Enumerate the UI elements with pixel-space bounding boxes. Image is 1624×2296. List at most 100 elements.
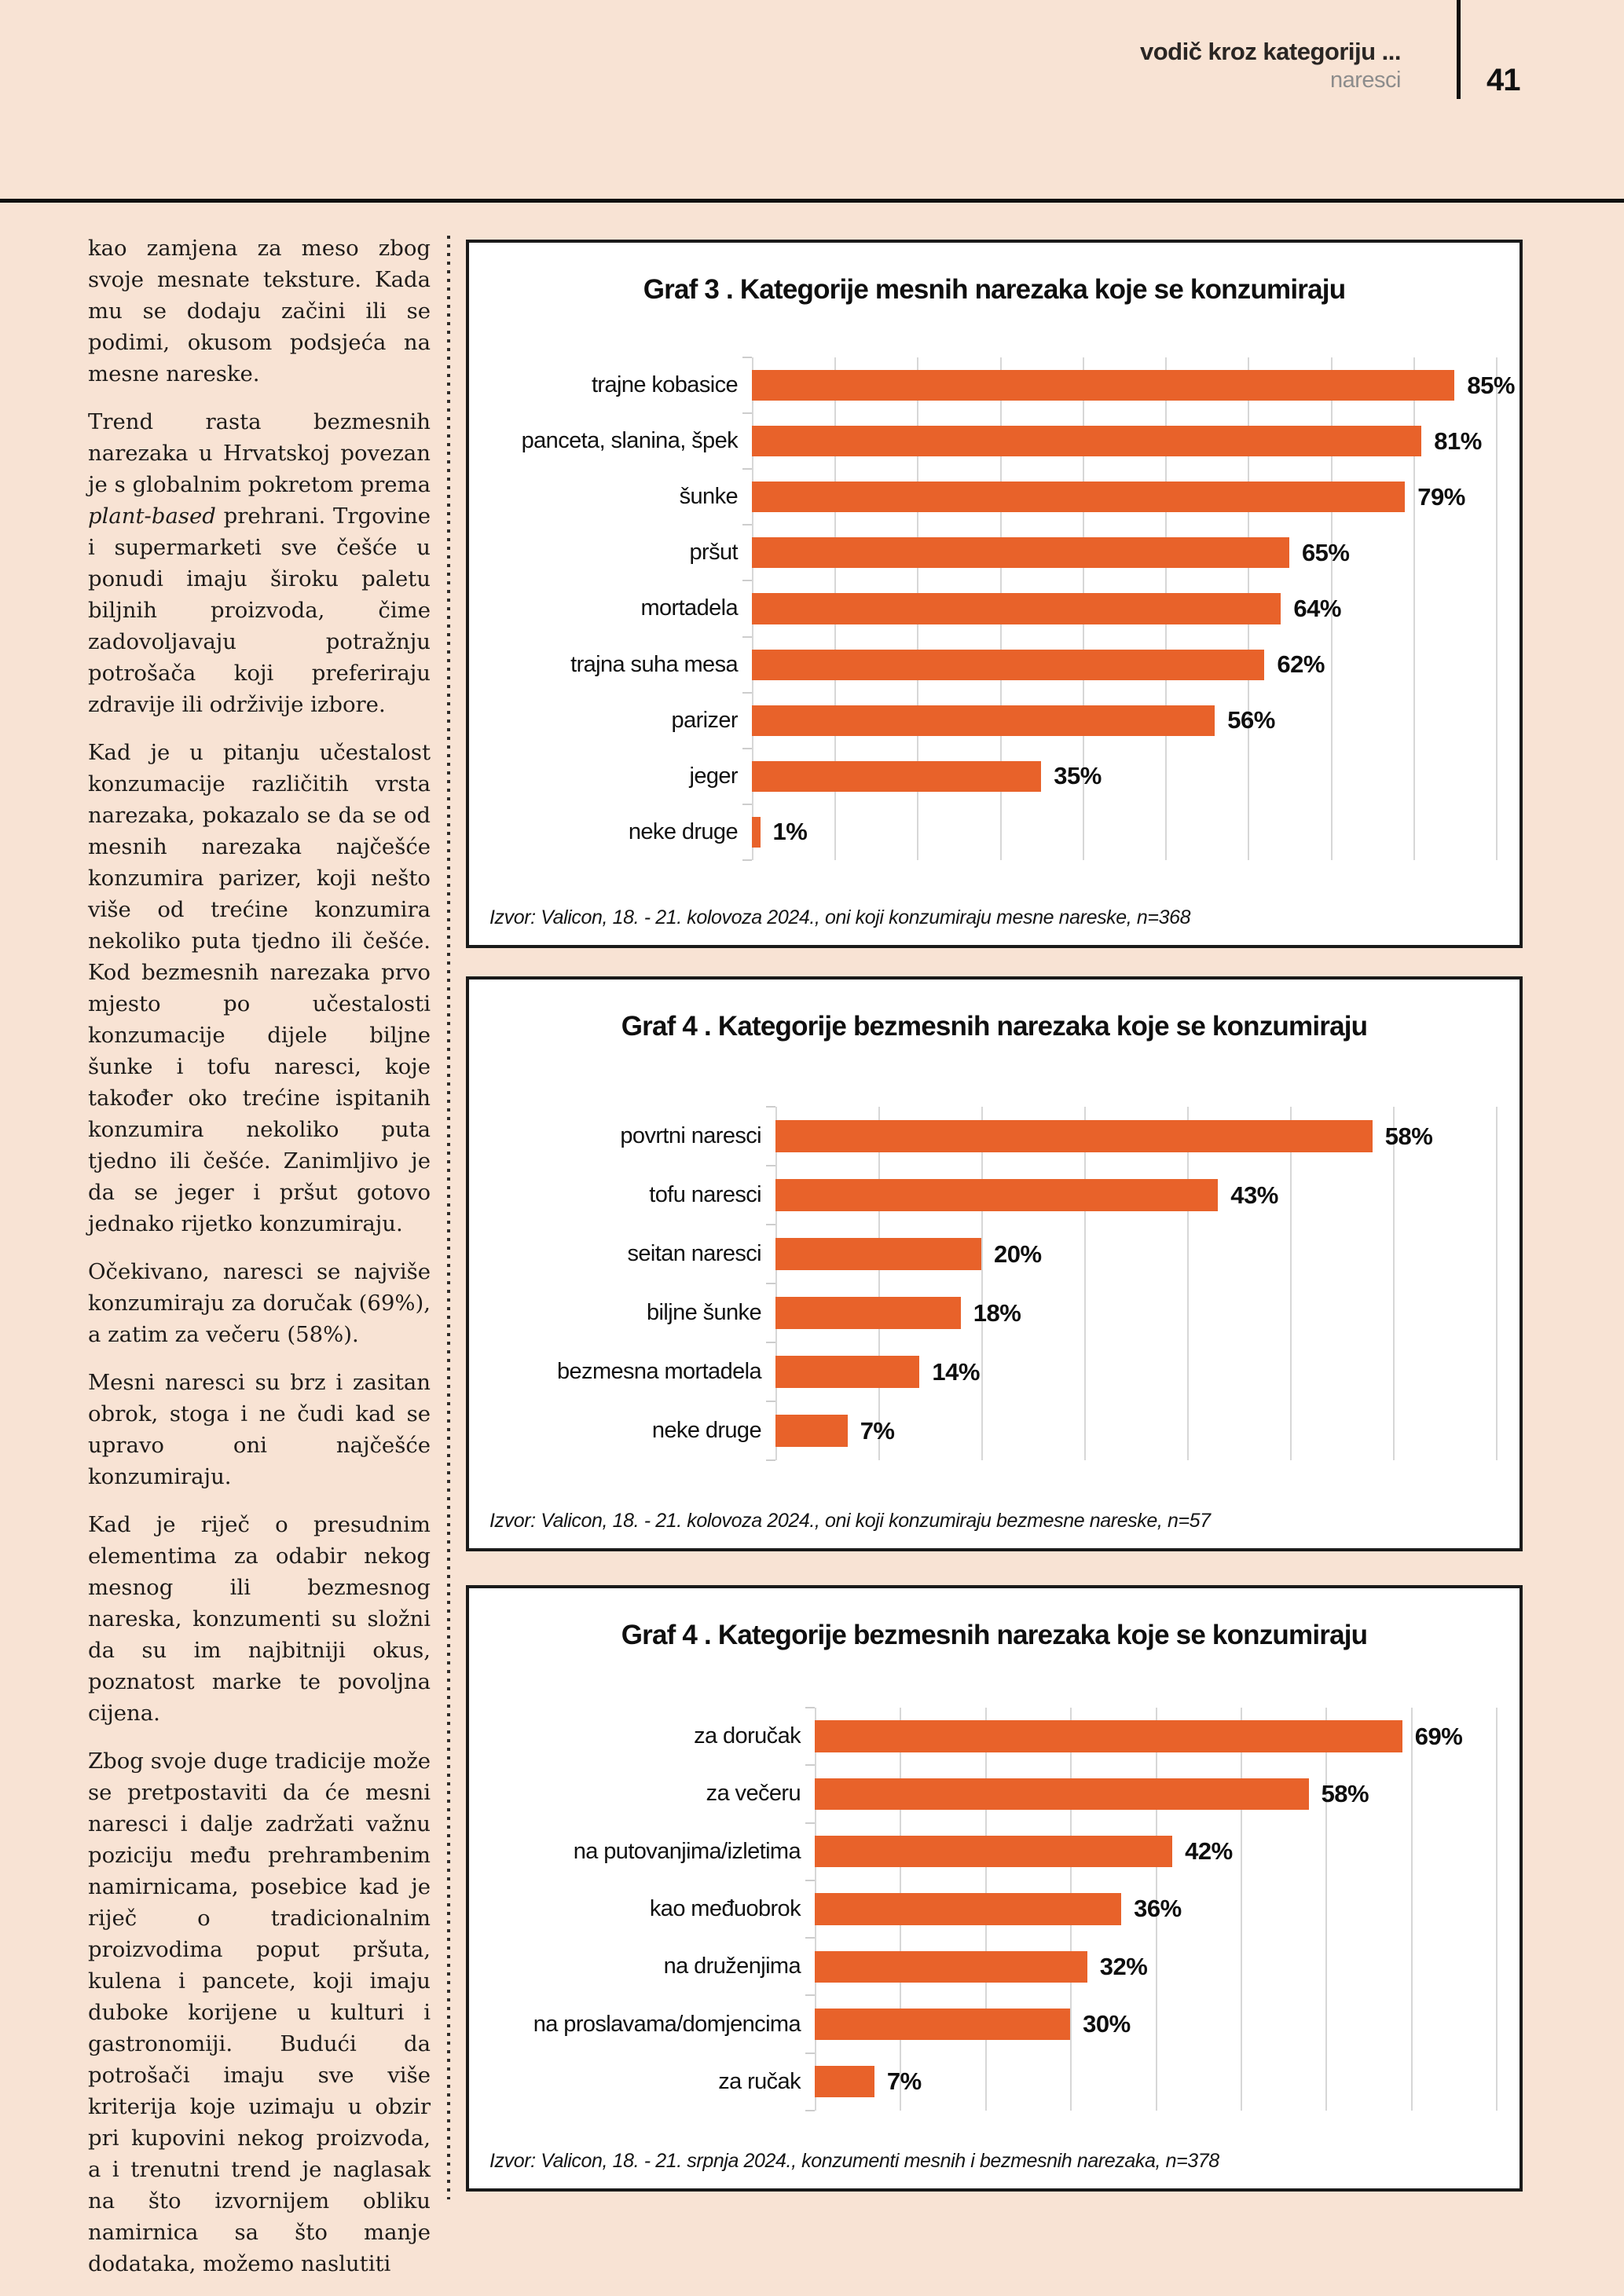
gridline (1187, 1107, 1189, 1460)
bar (815, 1720, 1402, 1752)
value-label: 36% (1134, 1895, 1182, 1923)
bar-area: 58% (815, 1765, 1614, 1822)
axis-tick (742, 859, 752, 861)
page-header: vodič kroz kategoriju ... naresci (929, 38, 1402, 93)
bar-row: za večeru 58% (469, 1765, 1520, 1822)
gridline (1393, 1107, 1395, 1460)
bar-row: trajna suha mesa 62% (469, 637, 1520, 693)
value-label: 56% (1227, 706, 1275, 734)
bar-area: 85% (752, 357, 1614, 413)
value-label: 81% (1434, 427, 1482, 455)
dotted-column-separator (447, 236, 450, 2199)
bar-area: 35% (752, 749, 1614, 804)
category-label: seitan naresci (627, 1241, 761, 1266)
bar (815, 2066, 874, 2098)
value-label: 35% (1054, 762, 1102, 790)
bar-area: 32% (815, 1938, 1614, 1995)
category-label: šunke (679, 484, 739, 510)
axis-tick (805, 1994, 815, 1997)
axis-tick (805, 1879, 815, 1881)
gridline (878, 1107, 880, 1460)
gridline (775, 1107, 777, 1460)
bar-row: trajne kobasice 85% (469, 357, 1520, 413)
bar-area: 64% (752, 580, 1614, 636)
category-label: jeger (689, 763, 739, 789)
bar (815, 2008, 1071, 2041)
paragraph: Mesni naresci su brz i zasitan obrok, st… (88, 1370, 431, 1489)
axis-tick (742, 412, 752, 415)
gridline (1410, 1708, 1413, 2111)
bar-area: 62% (752, 637, 1614, 693)
charts-column: Graf 3 . Kategorije mesnih narezaka koje… (466, 240, 1523, 2192)
bar-row: bezmesna mortadela 14% (469, 1342, 1520, 1401)
bar (752, 649, 1265, 680)
category-label: trajne kobasice (591, 372, 739, 398)
value-label: 42% (1185, 1837, 1233, 1866)
bar-area: 36% (815, 1880, 1614, 1938)
bar-row: neke druge 7% (469, 1401, 1520, 1460)
chart-source: Izvor: Valicon, 18. - 21. kolovoza 2024.… (489, 1510, 1211, 1532)
paragraph: Očekivano, naresci se najviše konzumiraj… (88, 1259, 431, 1347)
axis-tick (805, 2052, 815, 2054)
bar (775, 1119, 1373, 1153)
bar (815, 1836, 1173, 1868)
category-label: biljne šunke (647, 1300, 762, 1325)
article-text-column: kao zamjena za meso zbog svoje mesnate t… (88, 233, 431, 2296)
bar (775, 1178, 1219, 1212)
paragraph: Kad je riječ o presudnim elementima za o… (88, 1512, 431, 1726)
bar (752, 482, 1406, 513)
header-subtitle: naresci (1330, 67, 1402, 93)
bar (752, 426, 1422, 457)
axis-tick (805, 2110, 815, 2111)
axis-tick (742, 635, 752, 638)
bar-row: biljne šunke 18% (469, 1283, 1520, 1342)
bar (752, 705, 1215, 736)
category-label: neke druge (651, 1418, 762, 1443)
bar-row: mortadela 64% (469, 580, 1520, 636)
category-label: panceta, slanina, špek (521, 428, 739, 454)
category-label: na proslavama/domjencima (533, 2011, 801, 2037)
axis-tick (805, 1764, 815, 1767)
value-label: 43% (1230, 1181, 1278, 1209)
value-label: 20% (994, 1240, 1042, 1268)
bar (775, 1355, 920, 1389)
bar-row: neke druge 1% (469, 804, 1520, 860)
chart-title: Graf 3 . Kategorije mesnih narezaka koje… (643, 274, 1346, 305)
chart-plot-area: povrtni naresci 58% tofu naresci 43% seitan … (469, 1106, 1520, 1461)
gridline (1413, 357, 1415, 860)
paragraph-text: prehrani. Trgovine i supermarketi sve če… (88, 504, 431, 717)
bar (752, 760, 1042, 792)
axis-tick (742, 747, 752, 749)
axis-tick (766, 1459, 775, 1461)
category-label: mortadela (640, 595, 738, 621)
bar-area: 56% (752, 693, 1614, 749)
chart-source: Izvor: Valicon, 18. - 21. kolovoza 2024.… (489, 906, 1191, 928)
bar (775, 1296, 961, 1330)
bar-row: na proslavama/domjencima 30% (469, 1995, 1520, 2052)
paragraph: Zbog svoje duge tradicije može se pretpo… (88, 1749, 431, 2276)
paragraph: kao zamjena za meso zbog svoje mesnate t… (88, 236, 431, 386)
bar (815, 1778, 1309, 1811)
bar (752, 593, 1281, 624)
bar-area: 65% (752, 525, 1614, 580)
axis-tick (766, 1341, 775, 1343)
value-label: 79% (1417, 482, 1465, 511)
value-label: 58% (1384, 1122, 1433, 1150)
bar-area: 1% (752, 804, 1614, 860)
chart-box-graf4-prilike: Graf 4 . Kategorije bezmesnih narezaka k… (466, 1585, 1523, 2192)
chart-box-graf4-bezmesni: Graf 4 . Kategorije bezmesnih narezaka k… (466, 976, 1523, 1551)
value-label: 85% (1467, 371, 1515, 399)
value-label: 69% (1414, 1722, 1463, 1750)
bar-area: 7% (815, 2053, 1614, 2111)
value-label: 30% (1083, 2010, 1131, 2038)
bar-area: 42% (815, 1823, 1614, 1880)
axis-tick (766, 1106, 775, 1108)
value-label: 62% (1277, 650, 1325, 679)
value-label: 1% (772, 818, 808, 846)
header-divider-line (1457, 0, 1461, 99)
bar-area: 14% (775, 1342, 1614, 1401)
bar-area: 20% (775, 1225, 1614, 1283)
gridline (1290, 1107, 1292, 1460)
axis-tick (742, 468, 752, 471)
